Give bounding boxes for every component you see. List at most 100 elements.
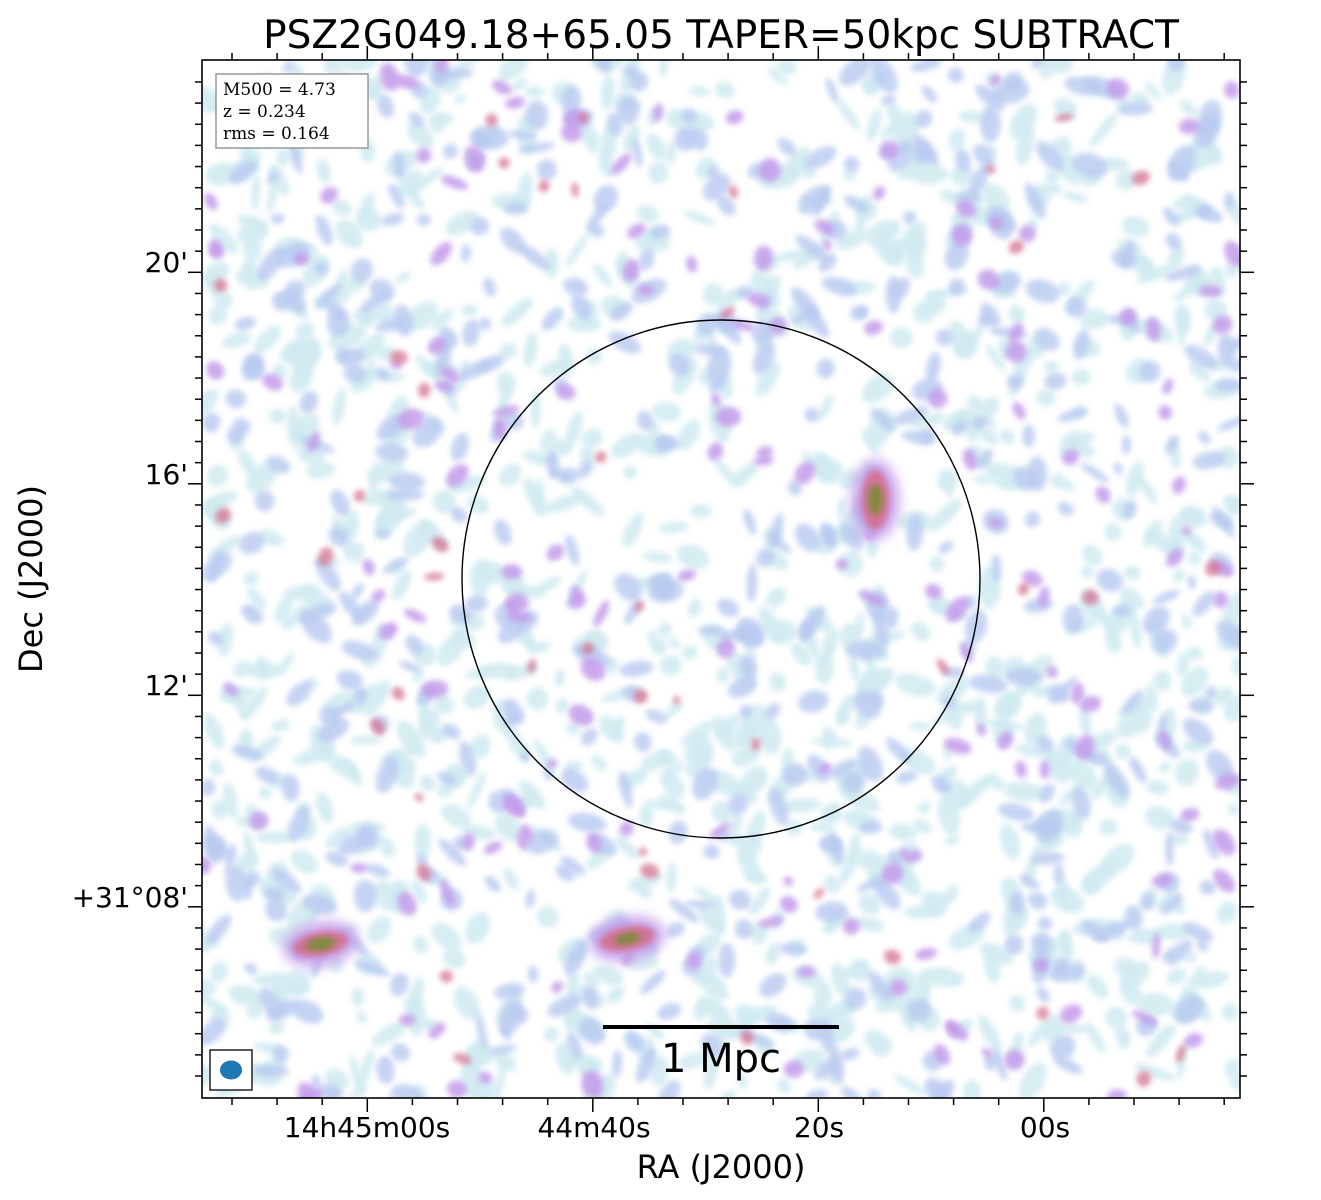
emission-blob [716, 638, 735, 659]
emission-blob [407, 998, 426, 1037]
emission-blob [1062, 191, 1089, 203]
emission-blob [351, 307, 384, 323]
emission-blob [1008, 995, 1026, 1012]
emission-blob [864, 673, 888, 698]
emission-blob [290, 849, 319, 874]
emission-blob [485, 113, 498, 127]
emission-blob [1198, 203, 1213, 218]
emission-blob [658, 521, 690, 534]
emission-blob [821, 524, 837, 549]
emission-blob [1018, 225, 1037, 243]
emission-blob [1075, 734, 1095, 760]
emission-blob [418, 708, 440, 740]
emission-blob [804, 146, 837, 169]
emission-blob [462, 319, 480, 347]
emission-blob [297, 1082, 321, 1098]
emission-blob [202, 552, 233, 581]
emission-blob [338, 348, 365, 366]
emission-blob [208, 630, 224, 646]
emission-blob [536, 159, 557, 180]
emission-blob [1104, 625, 1122, 654]
emission-blob [992, 1046, 1008, 1082]
emission-blob [349, 735, 383, 745]
emission-blob [500, 411, 524, 431]
emission-blob [660, 654, 682, 676]
emission-blob [242, 686, 268, 720]
emission-blob [488, 1044, 518, 1055]
emission-blob [1167, 60, 1186, 71]
emission-blob [1224, 1058, 1240, 1078]
emission-blob [253, 1064, 289, 1078]
emission-blob [371, 1021, 408, 1047]
emission-blob [823, 239, 832, 251]
emission-blob [747, 292, 770, 308]
emission-blob [669, 898, 699, 923]
emission-blob [546, 758, 558, 769]
emission-blob [1146, 780, 1170, 795]
emission-blob [756, 446, 773, 459]
emission-blob [258, 786, 272, 800]
emission-blob [936, 783, 953, 793]
emission-blob [925, 352, 941, 383]
emission-blob [271, 868, 302, 894]
emission-blob [517, 142, 556, 154]
emission-blob [1221, 1002, 1239, 1021]
emission-blob [665, 922, 685, 938]
emission-blob [246, 1003, 263, 1019]
emission-blob [814, 218, 834, 235]
emission-blob [476, 1012, 487, 1049]
emission-blob [263, 886, 285, 902]
emission-blob [737, 1072, 747, 1089]
emission-blob [427, 336, 447, 354]
emission-blob [1015, 760, 1027, 779]
emission-blob [202, 389, 220, 419]
emission-blob [217, 622, 233, 657]
emission-blob [619, 771, 633, 809]
emission-blob [776, 1078, 792, 1094]
emission-blob [1054, 113, 1073, 122]
emission-blob [311, 1074, 321, 1090]
emission-blob [1119, 307, 1137, 326]
emission-blob [209, 759, 224, 777]
emission-blob [753, 455, 774, 466]
emission-blob [1169, 161, 1190, 182]
emission-blob [221, 332, 252, 349]
emission-blob [616, 96, 640, 126]
emission-blob [229, 160, 258, 185]
emission-blob [881, 94, 896, 106]
emission-blob [286, 680, 313, 707]
emission-blob [560, 768, 589, 793]
emission-blob [979, 942, 1014, 965]
emission-blob [1106, 78, 1129, 100]
emission-blob [967, 395, 985, 414]
emission-blob [813, 981, 832, 1013]
emission-blob [1038, 586, 1050, 607]
emission-blob [1012, 401, 1026, 420]
emission-blob [1166, 968, 1187, 985]
emission-blob [960, 642, 973, 663]
emission-blob [821, 276, 858, 296]
emission-blob [1004, 1049, 1025, 1070]
emission-blob [691, 767, 718, 801]
emission-blob [1114, 403, 1129, 428]
emission-blob [732, 319, 755, 332]
emission-blob [730, 468, 752, 488]
emission-blob [844, 195, 869, 213]
emission-blob [1158, 405, 1173, 420]
emission-blob [1036, 1006, 1049, 1020]
emission-blob [234, 316, 256, 331]
emission-blob [595, 451, 607, 463]
emission-blob [202, 778, 216, 797]
emission-blob [948, 278, 966, 296]
emission-blob [343, 362, 366, 384]
emission-blob [861, 373, 894, 404]
emission-blob [478, 317, 492, 331]
emission-blob [1151, 933, 1161, 959]
emission-blob [315, 214, 333, 246]
emission-blob [593, 263, 613, 288]
emission-blob [483, 841, 503, 855]
y-axis-label: Dec (J2000) [12, 485, 50, 673]
emission-blob [944, 835, 960, 845]
emission-blob [330, 702, 355, 717]
emission-blob [1078, 432, 1095, 444]
